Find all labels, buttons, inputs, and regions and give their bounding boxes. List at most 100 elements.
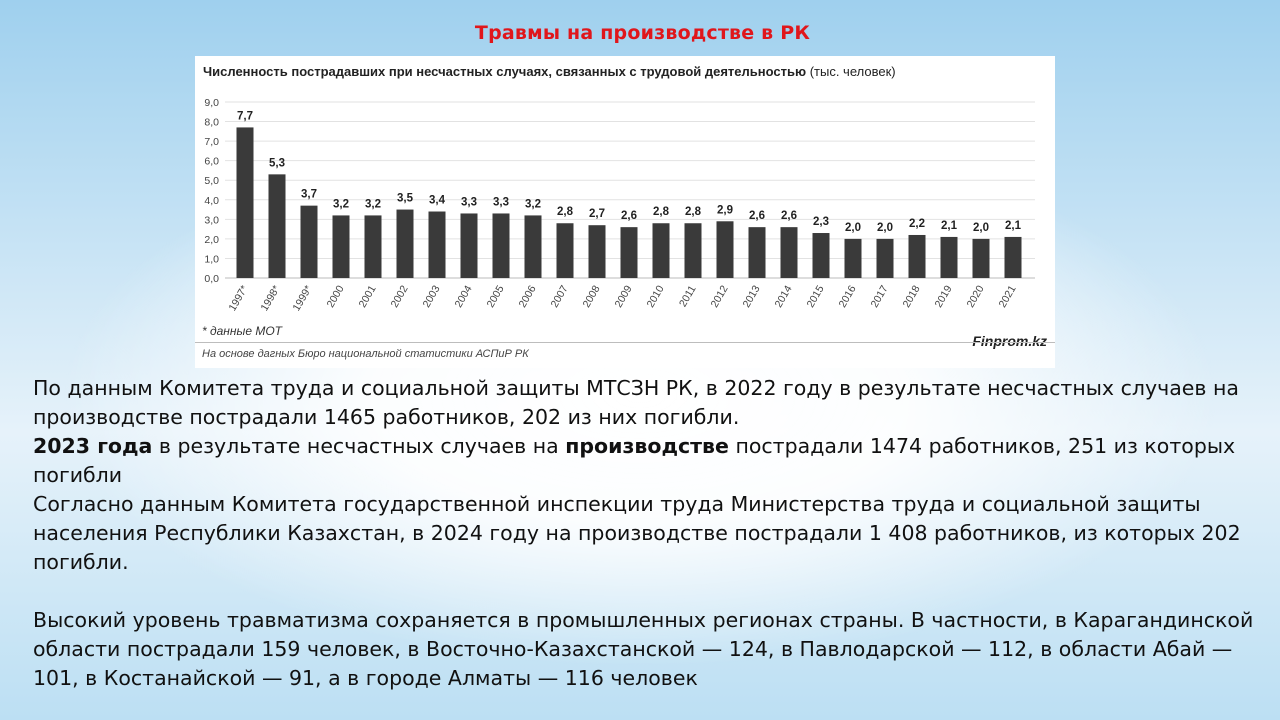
y-tick-label: 0,0 [204,273,219,285]
x-tick-label: 2008 [581,283,603,309]
chart-brand-label: Finprom.kz [972,333,1047,349]
y-tick-label: 2,0 [204,234,219,246]
x-tick-label: 2017 [869,283,891,309]
data-label: 7,7 [237,110,253,122]
bar [812,233,830,278]
chart-source: На основе дагных Бюро национальной стати… [202,348,529,360]
paragraph-2023-end: пострадали 1474 работников, 251 из котор… [33,434,1236,487]
data-label: 2,3 [813,216,829,228]
bar [972,238,990,278]
bar [492,213,510,278]
data-label: 2,0 [877,222,893,234]
x-tick-label: 2007 [549,283,571,309]
data-label: 2,1 [941,220,958,232]
data-label: 3,2 [333,198,349,210]
y-tick-label: 7,0 [204,136,219,148]
x-tick-label: 2019 [933,283,955,309]
data-label: 2,0 [973,222,989,234]
x-tick-label: 2021 [997,283,1019,309]
bar [428,211,446,278]
x-tick-label: 2001 [357,283,379,309]
x-tick-label: 2000 [325,283,347,309]
x-tick-label: 2012 [709,283,731,309]
data-label: 5,3 [269,157,285,169]
y-tick-label: 5,0 [204,175,219,187]
bar [460,213,478,278]
data-label: 2,8 [557,206,574,218]
data-label: 3,3 [461,196,477,208]
data-label: 3,3 [493,196,509,208]
data-label: 2,6 [749,210,765,222]
data-label: 3,7 [301,189,317,201]
x-tick-label: 2013 [741,283,763,309]
bar [588,225,606,278]
chart-footnote: * данные МОТ [202,324,283,338]
paragraph-2023-part: в результате несчастных случаев на [152,434,566,458]
y-tick-label: 6,0 [204,156,219,168]
data-label: 3,2 [365,198,381,210]
paragraph-regions: Высокий уровень травматизма сохраняется … [33,608,1254,690]
bar [908,234,926,278]
data-label: 2,6 [621,210,637,222]
x-tick-label: 2005 [485,283,507,309]
chart-title: Численность пострадавших при несчастных … [203,64,896,79]
paragraph-2023: 2023 года в результате несчастных случае… [33,432,1263,490]
x-tick-label: 2004 [453,283,475,309]
bar [620,227,638,278]
x-tick-label: 1997* [226,284,250,314]
bar [780,227,798,278]
x-tick-label: 2009 [613,283,635,309]
x-tick-label: 2011 [677,283,699,309]
bar [844,238,862,278]
x-tick-label: 2006 [517,283,539,309]
bar [716,221,734,278]
paragraph-2022: По данным Комитета труда и социальной за… [33,376,1239,429]
paragraph-2024: Согласно данным Комитета государственной… [33,492,1241,574]
bar [300,205,318,278]
chart-title-main: Численность пострадавших при несчастных … [203,64,807,79]
paragraph-2023-keyword: производстве [565,434,729,458]
slide-title: Травмы на производстве в РК [474,22,811,44]
bar [332,215,350,278]
x-tick-label: 2016 [837,283,859,309]
y-tick-label: 9,0 [204,97,219,109]
x-tick-label: 2015 [805,283,827,309]
bar [876,238,894,278]
data-label: 3,4 [429,195,446,207]
x-tick-label: 2018 [901,283,923,309]
spacer [33,577,1263,606]
bar [236,127,254,278]
x-tick-label: 2002 [389,283,411,309]
y-tick-label: 3,0 [204,214,219,226]
bar [396,209,414,278]
data-label: 3,5 [397,193,414,205]
bar [556,223,574,278]
x-tick-label: 1998* [258,284,282,314]
data-label: 2,0 [845,222,861,234]
data-label: 2,9 [717,204,733,216]
bar [524,215,542,278]
bar [268,174,286,278]
data-label: 3,2 [525,198,541,210]
bar [748,227,766,278]
bar [1004,236,1022,278]
y-tick-label: 8,0 [204,117,219,129]
data-label: 2,1 [1005,220,1022,232]
bar [684,223,702,278]
bar [940,236,958,278]
x-tick-label: 2014 [773,283,795,309]
paragraph-2023-year: 2023 года [33,434,153,458]
data-label: 2,6 [781,210,797,222]
data-label: 2,2 [909,218,925,230]
data-label: 2,8 [685,206,702,218]
body-text: По данным Комитета труда и социальной за… [33,374,1263,693]
y-tick-label: 4,0 [204,195,219,207]
x-tick-label: 2020 [965,283,987,309]
bar [364,215,382,278]
bar [652,223,670,278]
x-tick-label: 2010 [645,283,667,309]
x-tick-label: 2003 [421,283,443,309]
bar-chart: 0,0 1,0 2,0 3,0 4,0 5,0 6,0 7,0 8,0 9,0 7,7 1997* 5,… [204,97,1035,314]
chart-title-unit: (тыс. человек) [806,64,896,79]
x-tick-label: 1999* [290,284,314,314]
